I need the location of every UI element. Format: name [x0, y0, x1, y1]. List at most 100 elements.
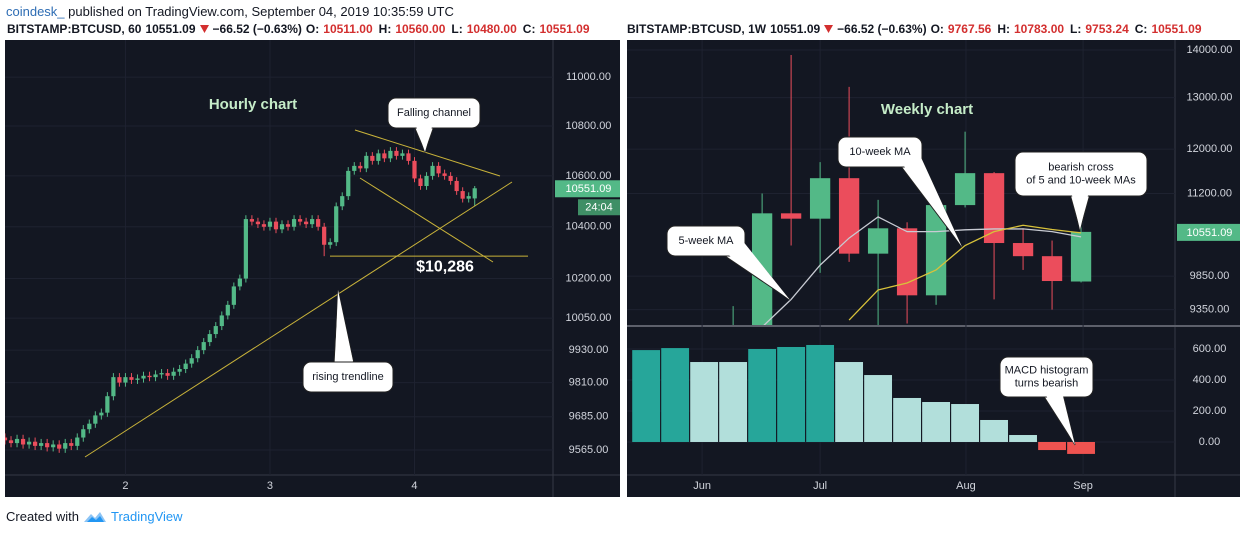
candle-body: [219, 315, 224, 327]
candle-body: [291, 219, 297, 227]
ohlc-label: O:: [305, 22, 320, 36]
last-price-box: [1177, 223, 1240, 241]
candle-body: [364, 155, 369, 169]
brand[interactable]: TradingView: [110, 509, 183, 524]
candle-body: [983, 173, 1005, 244]
published: published on TradingView.com, September …: [68, 4, 454, 19]
callout-pointer-fill: [415, 123, 433, 152]
candle-body: [87, 423, 92, 430]
callout-text: MACD histogram: [1005, 364, 1089, 376]
candle-body: [45, 443, 50, 448]
trend-line: [359, 177, 494, 263]
candle-body: [316, 219, 321, 227]
x-tick-label: 2: [122, 480, 128, 492]
candle-body: [117, 377, 122, 383]
candle-body: [147, 375, 152, 378]
candle-body: [207, 334, 212, 343]
ohlc-value: 10551.09: [539, 22, 590, 36]
candle-body: [51, 444, 56, 448]
x-tick-label: 3: [267, 480, 273, 492]
macd-bar: [864, 375, 893, 442]
candle-body: [436, 165, 441, 174]
y-tick-label: 200.00: [1193, 405, 1227, 417]
callout-pointer-fill: [335, 290, 353, 361]
callout-box: [666, 225, 746, 257]
candle-body: [189, 358, 194, 364]
ohlc-label: H:: [378, 22, 392, 36]
candle-body: [1070, 231, 1092, 282]
candle-body: [382, 153, 387, 159]
callout-box: [837, 136, 923, 168]
candle-body: [472, 188, 477, 199]
ohlc-label: O:: [930, 22, 944, 36]
y-tick-label: 9850.00: [1190, 270, 1230, 282]
candle-body: [328, 242, 333, 245]
macd-bar: [748, 349, 777, 442]
last-price-label: 10551.09: [1187, 227, 1233, 239]
y-tick-label: 400.00: [1193, 374, 1227, 386]
candle-body: [57, 444, 62, 449]
macd-bar: [1009, 435, 1037, 442]
x-tick-label: Jul: [813, 480, 827, 492]
candle-body: [430, 165, 435, 176]
x-tick-label: 4: [411, 480, 417, 492]
candle-body: [165, 373, 170, 376]
candle-body: [129, 377, 134, 380]
candle-body: [39, 443, 44, 446]
symbol: BITSTAMP:BTCUSD, 60: [7, 22, 142, 36]
y-tick-label: 9930.00: [569, 344, 609, 356]
candle-body: [273, 221, 279, 230]
candle-body: [418, 178, 423, 187]
chart-title: Hourly chart: [209, 96, 297, 113]
y-tick-label: 10800.00: [566, 120, 612, 132]
candle-body: [249, 219, 255, 222]
callout-text: bearish cross: [1048, 161, 1114, 173]
macd-bar: [951, 404, 979, 442]
candle-body: [322, 226, 327, 245]
macd-bar: [1038, 441, 1066, 451]
ma-line: [848, 224, 1082, 321]
candle-body: [159, 373, 164, 375]
candle-body: [1041, 256, 1063, 282]
callout-text: turns bearish: [1015, 377, 1079, 389]
candle-body: [454, 180, 459, 192]
candle-body: [123, 377, 128, 383]
y-tick-label: 0.00: [1199, 436, 1220, 448]
y-tick-label: 600.00: [1193, 343, 1227, 355]
change: −66.52 (−0.63%): [212, 22, 302, 36]
symbol-legend: BITSTAMP:BTCUSD, 60 10551.09 −66.52 (−0.…: [7, 22, 592, 36]
candle-body: [231, 286, 236, 305]
ohlc-label: L:: [451, 22, 463, 36]
candle-body: [303, 221, 309, 225]
macd-bar: [980, 419, 1008, 442]
candle-body: [809, 178, 831, 219]
candle-body: [346, 170, 351, 197]
candle-body: [201, 342, 206, 351]
candle-body: [1012, 243, 1034, 257]
ohlc-label: H:: [997, 22, 1010, 36]
ohlc-value: 10551.09: [1151, 22, 1202, 36]
candle-body: [340, 196, 345, 207]
down-arrow: [824, 25, 834, 33]
candle-body: [448, 175, 453, 181]
candle-body: [26, 441, 32, 445]
callout-pointer-fill: [1044, 392, 1075, 445]
last-price-box: [555, 180, 620, 198]
callout-text: Falling channel: [397, 107, 471, 119]
countdown-box: [578, 199, 620, 216]
candle-body: [20, 438, 26, 445]
y-tick-label: 14000.00: [1187, 44, 1233, 56]
symbol: BITSTAMP:BTCUSD, 1W: [627, 22, 767, 36]
candle-body: [424, 175, 429, 187]
callout-box: [302, 361, 394, 393]
macd-bar: [690, 362, 719, 442]
candle-body: [388, 150, 393, 159]
candle-body: [93, 415, 98, 424]
x-tick-label: Aug: [956, 480, 976, 492]
candle-body: [442, 173, 447, 176]
candle-body: [141, 375, 146, 379]
candle-body: [153, 374, 158, 378]
y-tick-label: 9565.00: [569, 444, 609, 456]
